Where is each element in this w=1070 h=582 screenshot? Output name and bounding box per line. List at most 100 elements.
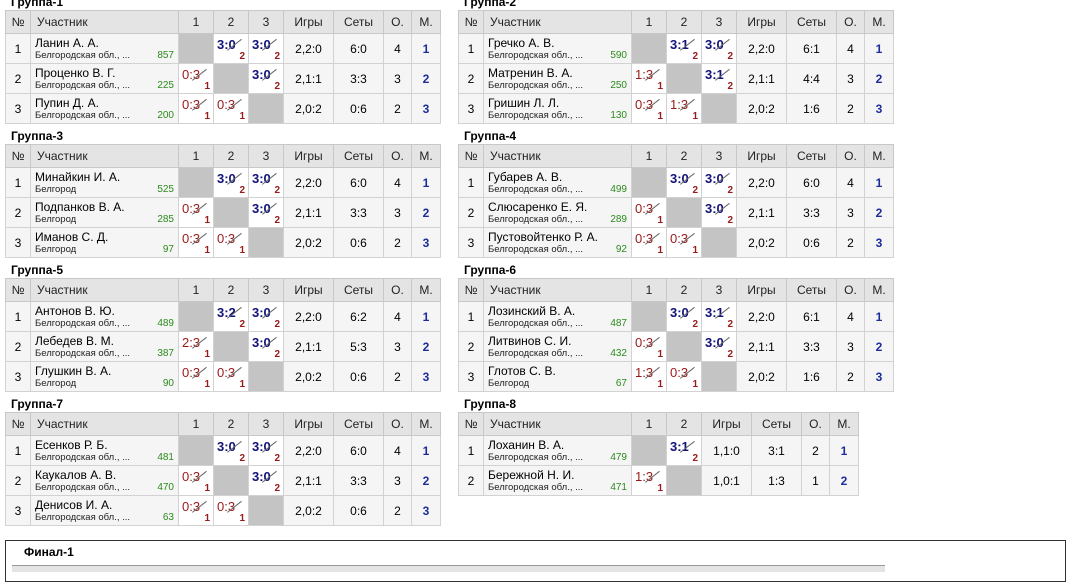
player-rating: 479 bbox=[610, 452, 627, 463]
table-row: 2 Каукалов А. В. Белгородская обл., ... 470… bbox=[5, 465, 441, 496]
player-cell[interactable]: Губарев А. В. Белгородская обл., ... 499 bbox=[483, 167, 632, 198]
player-name[interactable]: Лозинский В. А. bbox=[488, 304, 576, 318]
player-cell[interactable]: Пустовойтенко Р. А. Белгородская обл., ..… bbox=[483, 227, 632, 258]
match-result[interactable]: 0:3 1 bbox=[178, 495, 214, 526]
match-result[interactable]: 3:2 2 bbox=[213, 301, 249, 332]
player-cell[interactable]: Лозинский В. А. Белгородская обл., ... 487 bbox=[483, 301, 632, 332]
match-result[interactable]: 3:0 2 bbox=[666, 301, 702, 332]
player-name[interactable]: Антонов В. Ю. bbox=[35, 304, 115, 318]
player-name[interactable]: Денисов И. А. bbox=[35, 498, 113, 512]
player-cell[interactable]: Лебедев В. М. Белгородская обл., ... 387 bbox=[30, 331, 179, 362]
match-result[interactable]: 0:3 1 bbox=[631, 331, 667, 362]
player-cell[interactable]: Подпанков В. А. Белгород 285 bbox=[30, 197, 179, 228]
player-cell[interactable]: Каукалов А. В. Белгородская обл., ... 470 bbox=[30, 465, 179, 496]
self-cell bbox=[213, 465, 249, 496]
match-result[interactable]: 3:0 2 bbox=[701, 167, 737, 198]
player-name[interactable]: Слюсаренко Е. Я. bbox=[488, 200, 588, 214]
match-result[interactable]: 0:3 1 bbox=[213, 361, 249, 392]
match-result[interactable]: 3:0 2 bbox=[248, 197, 284, 228]
player-name[interactable]: Губарев А. В. bbox=[488, 170, 563, 184]
match-result[interactable]: 0:3 1 bbox=[178, 361, 214, 392]
player-name[interactable]: Пупин Д. А. bbox=[35, 96, 99, 110]
match-result[interactable]: 3:0 2 bbox=[213, 167, 249, 198]
match-result[interactable]: 3:0 2 bbox=[248, 167, 284, 198]
match-result[interactable]: 1:3 1 bbox=[631, 465, 667, 496]
match-result[interactable]: 3:0 2 bbox=[701, 33, 737, 64]
player-name[interactable]: Матренин В. А. bbox=[488, 66, 573, 80]
player-cell[interactable]: Проценко В. Г. Белгородская обл., ... 225 bbox=[30, 63, 179, 94]
player-name[interactable]: Гришин Л. Л. bbox=[488, 96, 560, 110]
match-result[interactable]: 0:3 1 bbox=[213, 227, 249, 258]
player-name[interactable]: Глотов С. В. bbox=[488, 364, 556, 378]
match-result[interactable]: 3:1 2 bbox=[666, 33, 702, 64]
match-result[interactable]: 3:0 2 bbox=[248, 435, 284, 466]
match-result[interactable]: 3:0 2 bbox=[248, 301, 284, 332]
match-result[interactable]: 0:3 1 bbox=[631, 227, 667, 258]
player-name[interactable]: Лоханин В. А. bbox=[488, 438, 565, 452]
player-name[interactable]: Лебедев В. М. bbox=[35, 334, 114, 348]
match-result[interactable]: 1:3 1 bbox=[631, 361, 667, 392]
match-result[interactable]: 3:0 2 bbox=[213, 435, 249, 466]
player-name[interactable]: Ланин А. А. bbox=[35, 36, 99, 50]
match-result[interactable]: 3:0 2 bbox=[248, 465, 284, 496]
player-cell[interactable]: Гречко А. В. Белгородская обл., ... 590 bbox=[483, 33, 632, 64]
match-result[interactable]: 0:3 1 bbox=[631, 93, 667, 124]
player-cell[interactable]: Антонов В. Ю. Белгородская обл., ... 489 bbox=[30, 301, 179, 332]
match-result[interactable]: 3:0 2 bbox=[248, 331, 284, 362]
player-cell[interactable]: Гришин Л. Л. Белгородская обл., ... 130 bbox=[483, 93, 632, 124]
match-result[interactable]: 0:3 1 bbox=[178, 465, 214, 496]
player-cell[interactable]: Слюсаренко Е. Я. Белгородская обл., ... 28… bbox=[483, 197, 632, 228]
player-cell[interactable]: Есенков Р. Б. Белгородская обл., ... 481 bbox=[30, 435, 179, 466]
self-cell bbox=[701, 93, 737, 124]
match-result[interactable]: 3:0 2 bbox=[701, 331, 737, 362]
match-result[interactable]: 1:3 1 bbox=[666, 93, 702, 124]
player-cell[interactable]: Пупин Д. А. Белгородская обл., ... 200 bbox=[30, 93, 179, 124]
match-result[interactable]: 3:0 2 bbox=[213, 33, 249, 64]
player-name[interactable]: Гречко А. В. bbox=[488, 36, 555, 50]
player-name[interactable]: Минайкин И. А. bbox=[35, 170, 121, 184]
table-row: 3 Глотов С. В. Белгород 67 1:3 1 0:3 1 2,0:2 1:6 2… bbox=[458, 361, 894, 392]
player-name[interactable]: Иманов С. Д. bbox=[35, 230, 109, 244]
match-result[interactable]: 3:0 2 bbox=[248, 33, 284, 64]
match-result[interactable]: 0:3 1 bbox=[631, 197, 667, 228]
match-result[interactable]: 0:3 1 bbox=[178, 227, 214, 258]
player-cell[interactable]: Минайкин И. А. Белгород 525 bbox=[30, 167, 179, 198]
player-points: 3 bbox=[383, 197, 412, 228]
match-result[interactable]: 2:3 1 bbox=[178, 331, 214, 362]
player-name[interactable]: Бережной Н. И. bbox=[488, 468, 575, 482]
player-name[interactable]: Пустовойтенко Р. А. bbox=[488, 230, 598, 244]
match-result[interactable]: 0:3 1 bbox=[178, 63, 214, 94]
match-result[interactable]: 0:3 1 bbox=[666, 361, 702, 392]
player-cell[interactable]: Денисов И. А. Белгородская обл., ... 63 bbox=[30, 495, 179, 526]
match-result[interactable]: 0:3 1 bbox=[213, 93, 249, 124]
player-name[interactable]: Каукалов А. В. bbox=[35, 468, 117, 482]
match-result[interactable]: 3:1 2 bbox=[666, 435, 702, 466]
player-name[interactable]: Есенков Р. Б. bbox=[35, 438, 108, 452]
group-table: № Участник 1 2 Игры Сеты О. М. 1 Лоханин В. А. Бел… bbox=[458, 412, 859, 496]
player-cell[interactable]: Глушкин В. А. Белгород 90 bbox=[30, 361, 179, 392]
player-cell[interactable]: Иманов С. Д. Белгород 97 bbox=[30, 227, 179, 258]
player-name[interactable]: Проценко В. Г. bbox=[35, 66, 116, 80]
player-cell[interactable]: Матренин В. А. Белгородская обл., ... 250 bbox=[483, 63, 632, 94]
match-result[interactable]: 3:1 2 bbox=[701, 301, 737, 332]
player-cell[interactable]: Бережной Н. И. Белгородская обл., ... 471 bbox=[483, 465, 632, 496]
player-name[interactable]: Глушкин В. А. bbox=[35, 364, 112, 378]
player-name[interactable]: Литвинов С. И. bbox=[488, 334, 572, 348]
player-name[interactable]: Подпанков В. А. bbox=[35, 200, 125, 214]
player-cell[interactable]: Ланин А. А. Белгородская обл., ... 857 bbox=[30, 33, 179, 64]
player-cell[interactable]: Литвинов С. И. Белгородская обл., ... 432 bbox=[483, 331, 632, 362]
match-result[interactable]: 3:0 2 bbox=[666, 167, 702, 198]
player-cell[interactable]: Лоханин В. А. Белгородская обл., ... 479 bbox=[483, 435, 632, 466]
player-cell[interactable]: Глотов С. В. Белгород 67 bbox=[483, 361, 632, 392]
match-result[interactable]: 3:1 2 bbox=[701, 63, 737, 94]
match-result[interactable]: 0:3 1 bbox=[178, 197, 214, 228]
match-result[interactable]: 3:0 2 bbox=[248, 63, 284, 94]
table-row: 1 Лозинский В. А. Белгородская обл., ... 48… bbox=[458, 301, 894, 332]
match-result[interactable]: 0:3 1 bbox=[213, 495, 249, 526]
match-result[interactable]: 3:0 2 bbox=[701, 197, 737, 228]
match-points: 1 bbox=[692, 379, 698, 390]
player-sets: 6:0 bbox=[786, 167, 837, 198]
match-result[interactable]: 1:3 1 bbox=[631, 63, 667, 94]
match-result[interactable]: 0:3 1 bbox=[178, 93, 214, 124]
match-result[interactable]: 0:3 1 bbox=[666, 227, 702, 258]
